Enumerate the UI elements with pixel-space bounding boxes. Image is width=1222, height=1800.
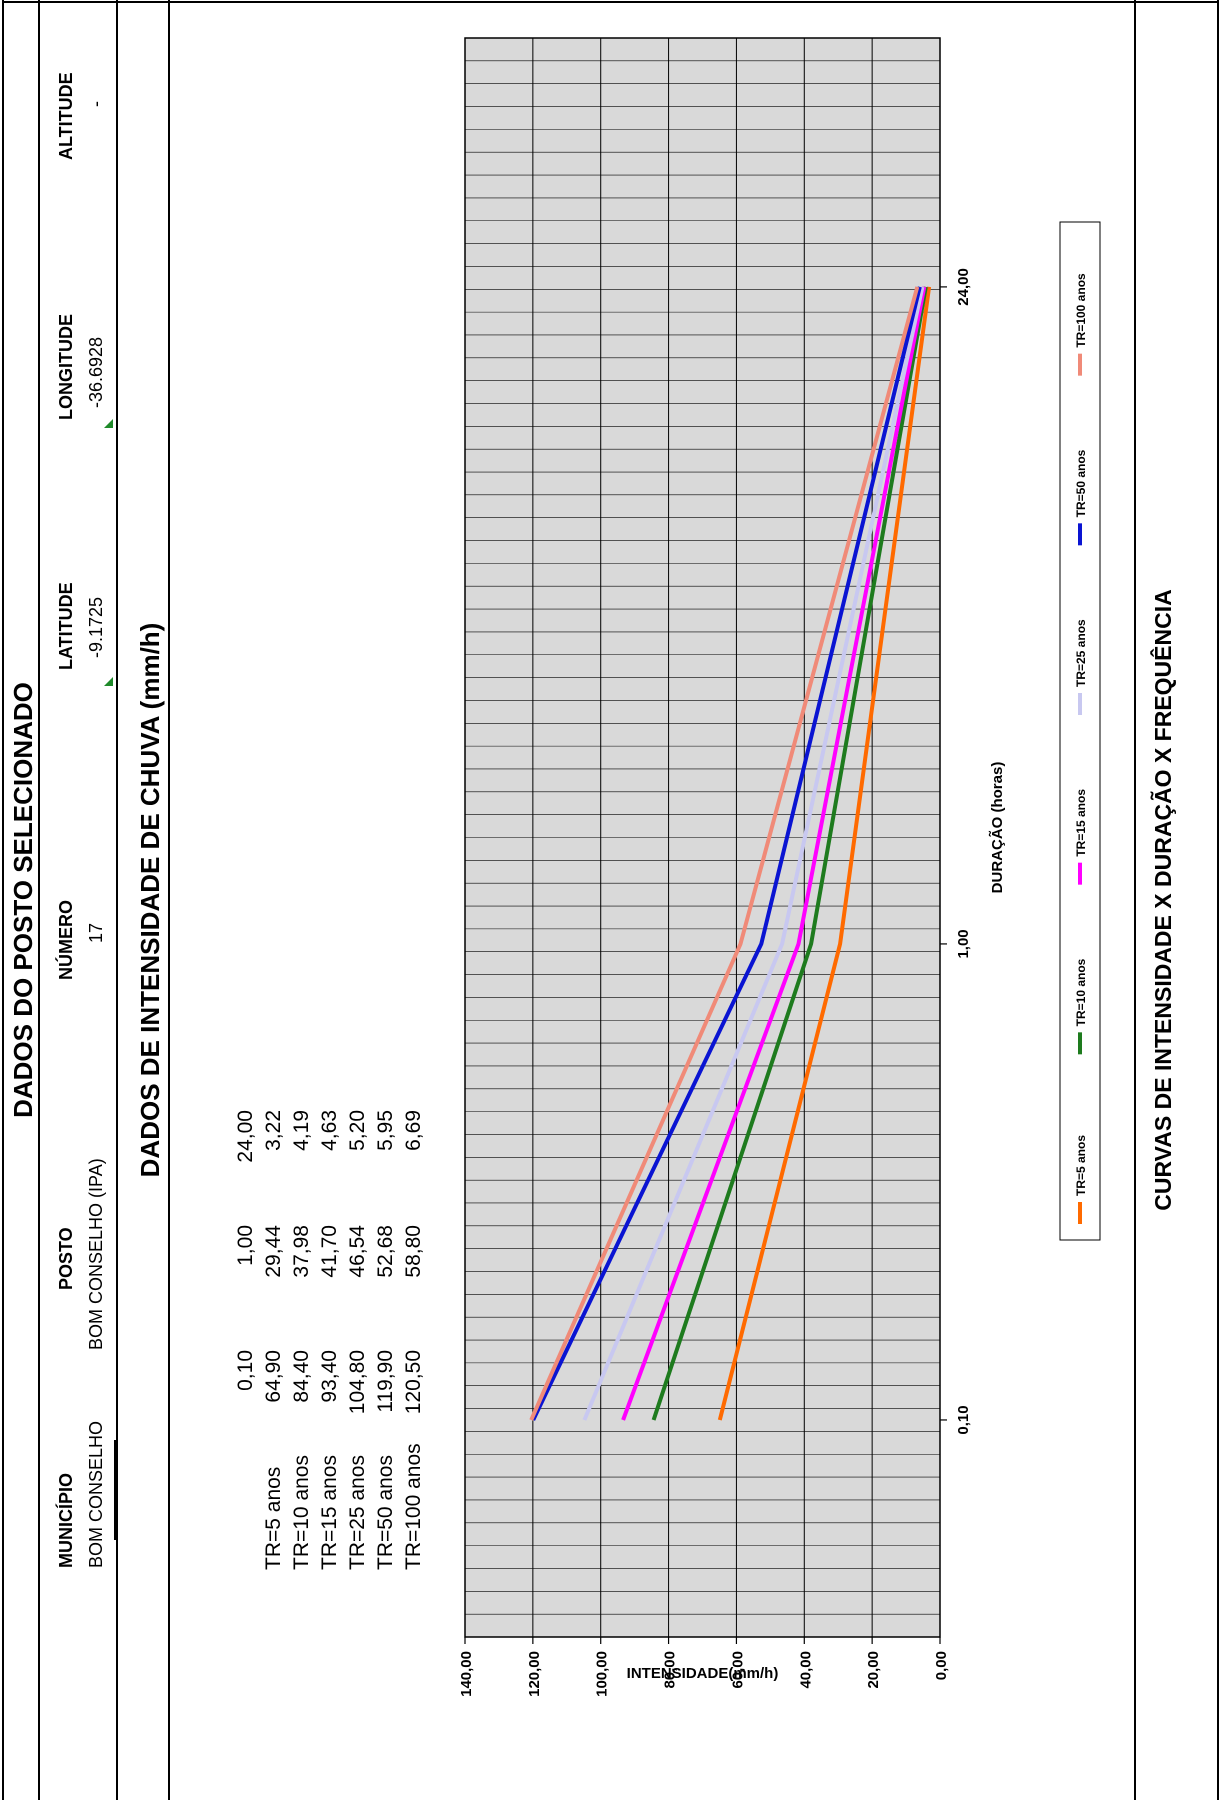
legend-box — [1059, 221, 1101, 1241]
series-line — [582, 286, 925, 1421]
y-tick-label: 140,00 — [458, 1651, 475, 1697]
series-line — [531, 286, 922, 1421]
y-tick-label: 40,00 — [797, 1651, 814, 1689]
series-line — [621, 286, 927, 1421]
x-axis-title: DURAÇÃO (horas) — [988, 762, 1006, 894]
y-tick-label: 60,00 — [729, 1651, 746, 1689]
y-tick-label: 100,00 — [594, 1651, 611, 1697]
legend-label: TR=100 anos — [1074, 273, 1088, 348]
series-line — [717, 286, 932, 1421]
chart-title: CURVAS DE INTENSIDADE X DURAÇÃO X FREQUÊ… — [1150, 589, 1176, 1211]
y-tick-label: 120,00 — [526, 1651, 543, 1697]
y-axis-title: INTENSIDADE(mm/h) — [627, 1665, 779, 1682]
y-tick-label: 80,00 — [662, 1651, 679, 1689]
y-tick-label: 0,00 — [933, 1651, 950, 1680]
legend-label: TR=25 anos — [1074, 619, 1088, 687]
x-tick-label: 0,10 — [955, 1405, 972, 1434]
legend-label: TR=15 anos — [1074, 789, 1088, 857]
series-line — [651, 286, 928, 1421]
legend-label: TR=10 anos — [1074, 958, 1088, 1026]
x-tick-label: 1,00 — [955, 929, 972, 958]
y-tick-label: 20,00 — [865, 1651, 882, 1689]
series-line — [529, 286, 920, 1421]
x-tick-label: 24,00 — [955, 268, 972, 306]
legend-label: TR=5 anos — [1074, 1135, 1088, 1196]
legend-label: TR=50 anos — [1074, 449, 1088, 517]
